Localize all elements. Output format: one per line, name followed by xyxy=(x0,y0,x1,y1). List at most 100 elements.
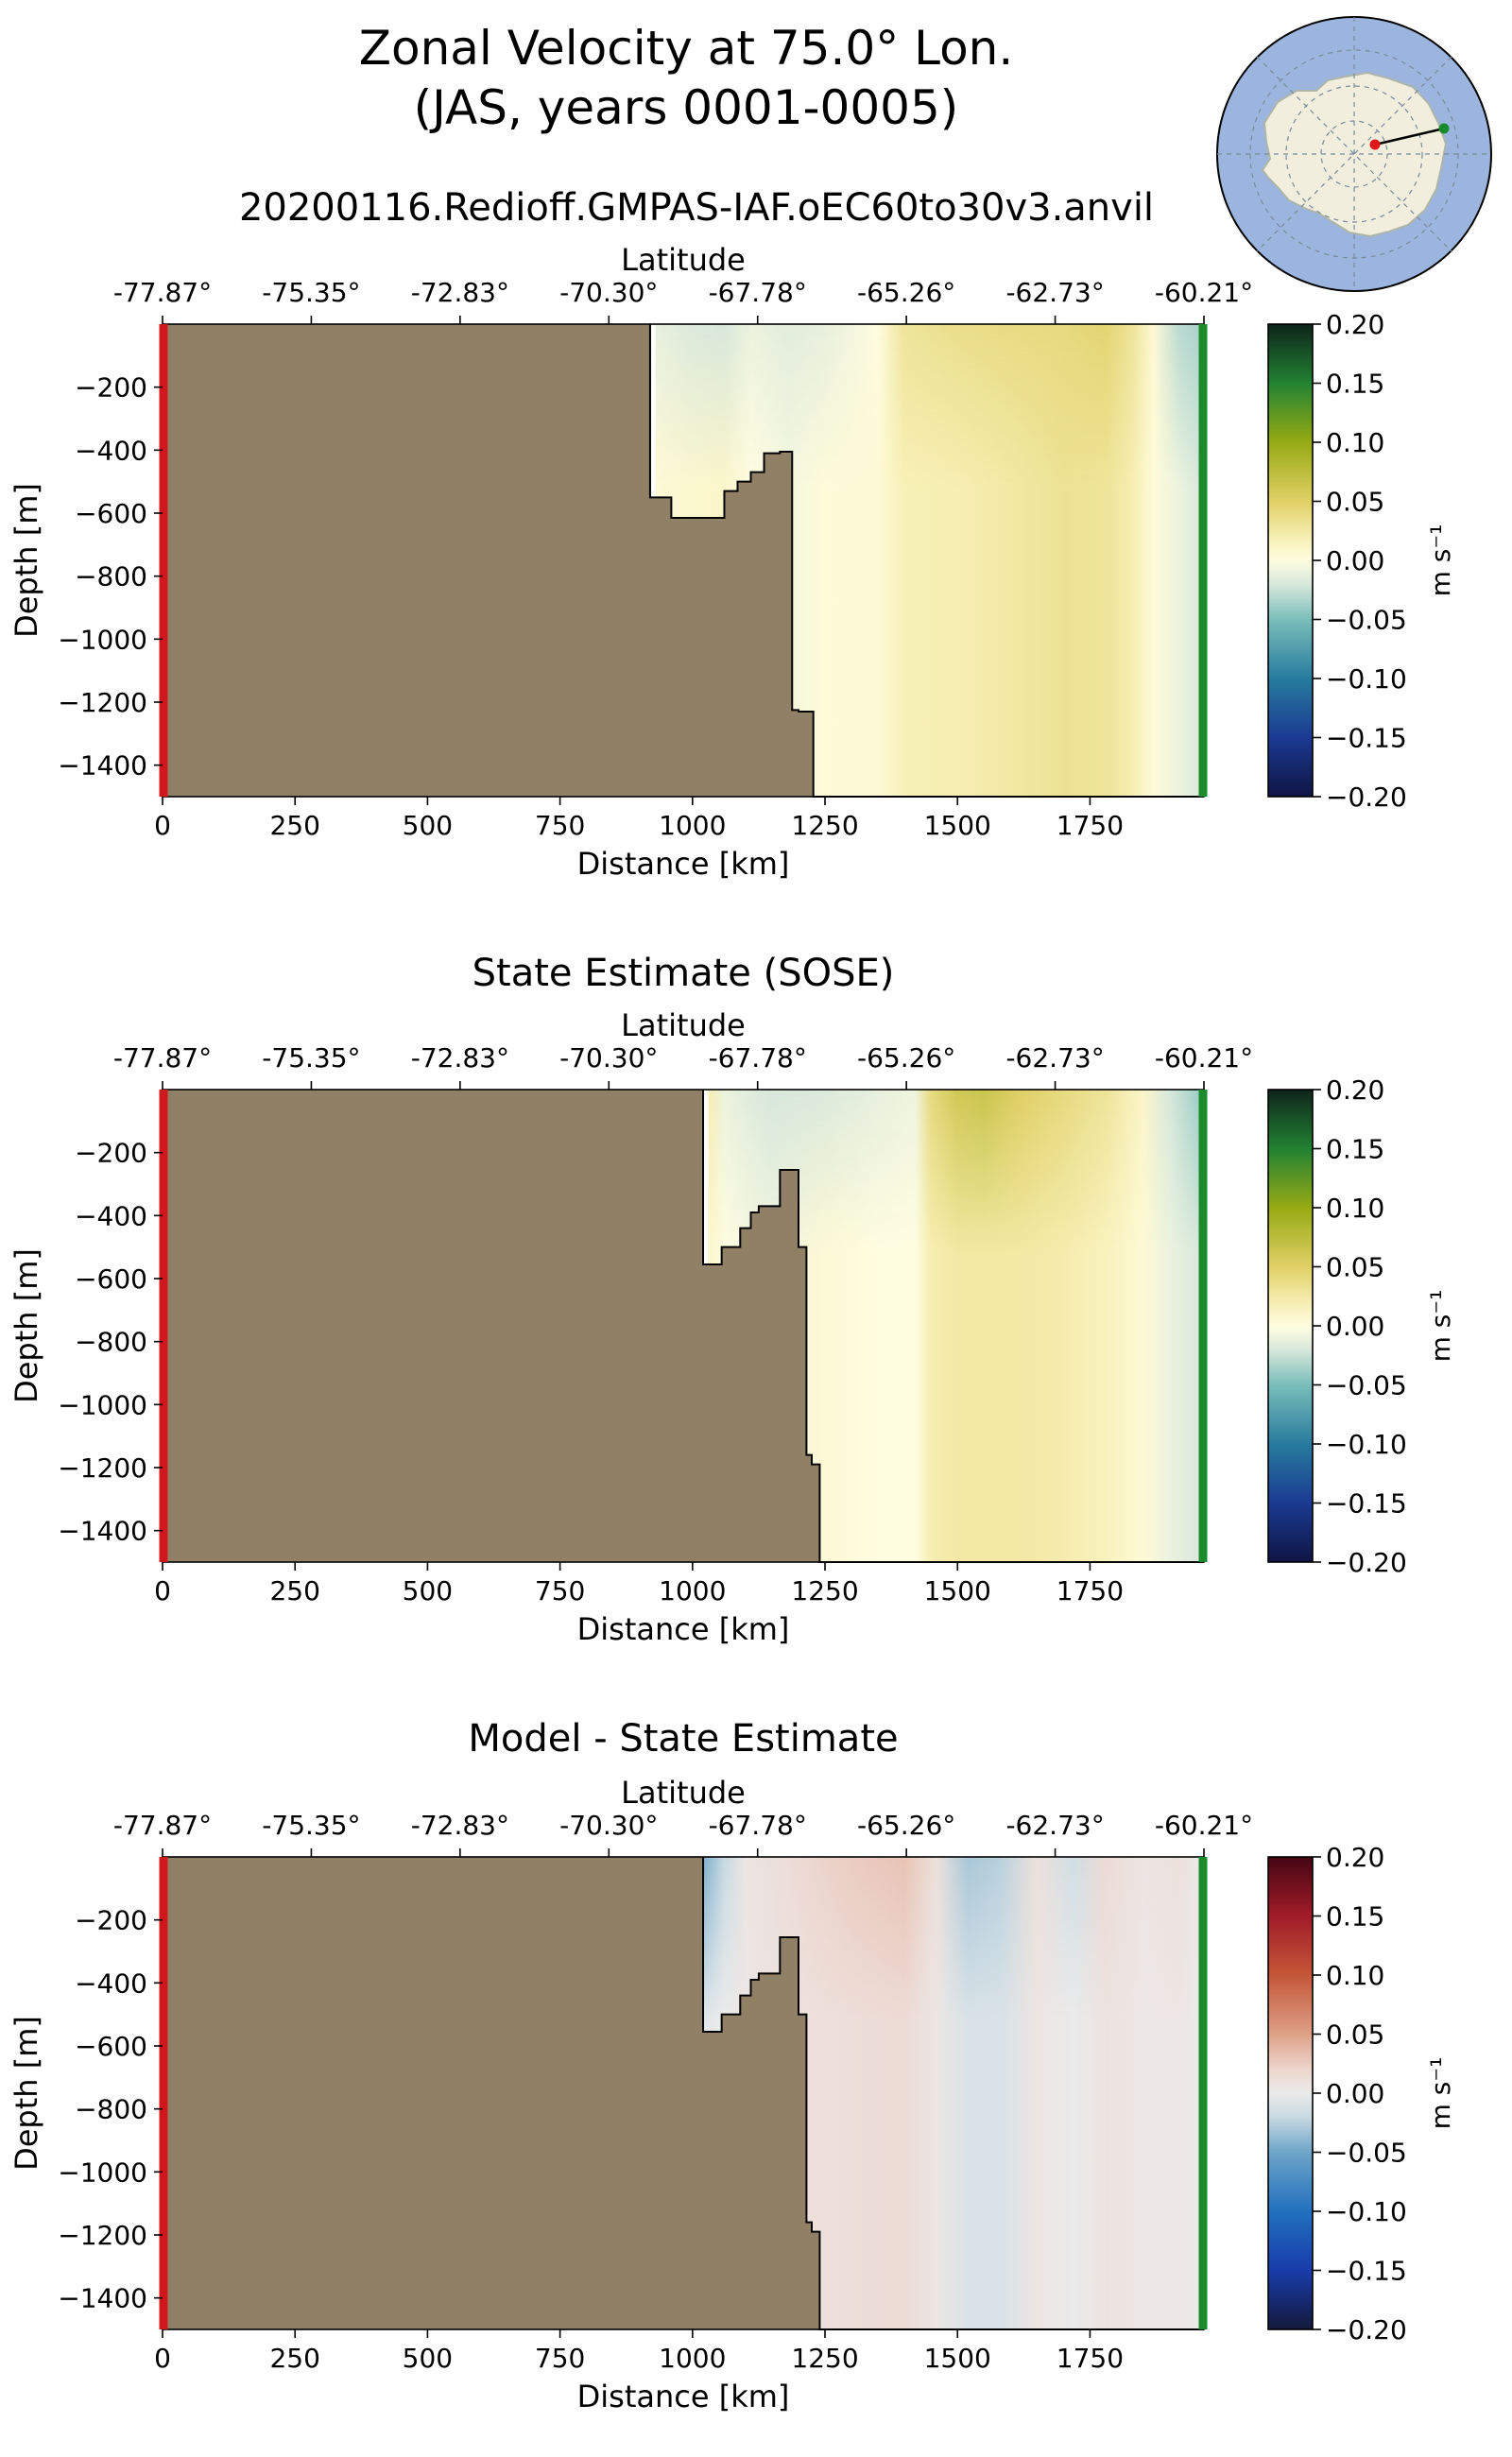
x-tick-label: 1500 xyxy=(924,1575,991,1606)
x-tick-label: 1500 xyxy=(924,2343,991,2374)
colorbar-label: m s⁻¹ xyxy=(1425,524,1456,597)
latitude-tick-label: -65.26° xyxy=(857,1042,955,1074)
map-graticule xyxy=(1217,17,1491,291)
colorbar-tick-label: 0.00 xyxy=(1326,1311,1384,1342)
latitude-tick-label: -77.87° xyxy=(113,1810,212,1841)
colorbar-tick-label: 0.05 xyxy=(1326,487,1384,518)
x-tick-label: 1750 xyxy=(1057,810,1124,841)
colorbar-tick-label: 0.20 xyxy=(1326,309,1384,340)
colorbar-tick-label: −0.20 xyxy=(1326,2314,1407,2345)
top-axis-label: Latitude xyxy=(621,1775,746,1811)
colorbar-tick-label: −0.10 xyxy=(1326,2196,1407,2227)
colorbar-tick-label: 0.00 xyxy=(1326,545,1384,576)
latitude-tick-label: -67.78° xyxy=(709,1810,807,1841)
y-tick-label: −1400 xyxy=(58,1516,147,1547)
colorbar-tick-label: 0.00 xyxy=(1326,2078,1384,2109)
latitude-tick-label: -72.83° xyxy=(411,1042,509,1074)
x-tick-label: 0 xyxy=(154,810,171,841)
latitude-tick-label: -67.78° xyxy=(709,1042,807,1074)
top-axis-label: Latitude xyxy=(621,1007,746,1043)
y-axis-label: Depth [m] xyxy=(9,483,44,638)
inset-map xyxy=(1216,16,1492,292)
x-tick-label: 1250 xyxy=(791,2343,858,2374)
colorbar-tick-label: 0.10 xyxy=(1326,1193,1384,1224)
y-tick-label: −200 xyxy=(75,1905,147,1936)
y-tick-label: −800 xyxy=(75,561,147,593)
latitude-tick-label: -77.87° xyxy=(113,277,212,308)
y-tick-label: −1200 xyxy=(58,687,147,718)
x-tick-label: 1750 xyxy=(1057,1575,1124,1606)
latitude-tick-label: -72.83° xyxy=(411,277,509,308)
x-tick-label: 250 xyxy=(269,1575,319,1606)
x-tick-label: 0 xyxy=(154,1575,171,1606)
x-tick-label: 1500 xyxy=(924,810,991,841)
y-tick-label: −1000 xyxy=(58,1389,147,1420)
colorbar-tick-label: −0.20 xyxy=(1326,782,1407,813)
latitude-tick-label: -72.83° xyxy=(411,1810,509,1841)
latitude-tick-label: -60.21° xyxy=(1155,277,1253,308)
panel-2: State Estimate (SOSE) 0 250 500 750 1000 1250 1… xyxy=(9,952,1456,1647)
colorbar-tick-label: −0.20 xyxy=(1326,1547,1407,1578)
colorbar-tick-label: −0.10 xyxy=(1326,663,1407,695)
bathymetry-outline xyxy=(648,324,1204,798)
colorbar xyxy=(1267,1089,1314,1563)
section-end-marker xyxy=(1438,123,1450,134)
colorbar-tick-label: 0.10 xyxy=(1326,427,1384,458)
colorbar-tick-label: 0.15 xyxy=(1326,1134,1384,1165)
figure-title-line1: Zonal Velocity at 75.0° Lon. xyxy=(359,21,1014,76)
x-tick-label: 750 xyxy=(535,2343,585,2374)
y-tick-label: −200 xyxy=(75,1138,147,1169)
colorbar-tick-label: 0.05 xyxy=(1326,2019,1384,2051)
y-tick-label: −1000 xyxy=(58,624,147,655)
latitude-tick-label: -62.73° xyxy=(1005,1810,1104,1841)
colorbar-label: m s⁻¹ xyxy=(1425,1290,1456,1363)
latitude-tick-label: -75.35° xyxy=(262,277,360,308)
y-axis-label: Depth [m] xyxy=(9,2016,44,2171)
colorbar-tick-label: −0.05 xyxy=(1326,2138,1407,2169)
x-axis-label: Distance [km] xyxy=(577,1611,790,1647)
y-axis-label: Depth [m] xyxy=(9,1248,44,1403)
bathymetry-land xyxy=(163,1857,1204,2329)
section-start-marker xyxy=(1369,139,1381,150)
colorbar-tick-label: 0.15 xyxy=(1326,1901,1384,1933)
colorbar-tick-label: 0.05 xyxy=(1326,1252,1384,1283)
latitude-tick-label: -77.87° xyxy=(113,1042,212,1074)
y-tick-label: −800 xyxy=(75,1327,147,1358)
colorbar-tick-label: 0.20 xyxy=(1326,1842,1384,1873)
latitude-tick-label: -60.21° xyxy=(1155,1810,1253,1841)
latitude-tick-label: -70.30° xyxy=(559,1810,658,1841)
x-tick-label: 1750 xyxy=(1057,2343,1124,2374)
latitude-tick-label: -67.78° xyxy=(709,277,807,308)
colorbar-tick-label: −0.15 xyxy=(1326,723,1407,754)
x-axis-label: Distance [km] xyxy=(577,2379,790,2414)
x-tick-label: 250 xyxy=(269,2343,319,2374)
x-axis-label: Distance [km] xyxy=(577,846,790,882)
latitude-tick-label: -62.73° xyxy=(1005,277,1104,308)
latitude-tick-label: -62.73° xyxy=(1005,1042,1104,1074)
x-tick-label: 1000 xyxy=(659,2343,726,2374)
y-tick-label: −600 xyxy=(75,1263,147,1295)
y-tick-label: −1200 xyxy=(58,1452,147,1484)
x-tick-label: 1250 xyxy=(791,810,858,841)
y-tick-label: −200 xyxy=(75,372,147,404)
x-tick-label: 1250 xyxy=(791,1575,858,1606)
y-tick-label: −1400 xyxy=(58,2283,147,2314)
y-tick-label: −600 xyxy=(75,498,147,529)
y-tick-label: −400 xyxy=(75,1200,147,1231)
x-tick-label: 0 xyxy=(154,2343,171,2374)
bathymetry-outline xyxy=(702,1857,1204,2330)
y-tick-label: −600 xyxy=(75,2031,147,2062)
x-tick-label: 500 xyxy=(403,810,453,841)
colorbar xyxy=(1267,323,1314,798)
latitude-tick-label: -70.30° xyxy=(559,277,658,308)
run-name: 20200116.Redioff.GMPAS-IAF.oEC60to30v3.a… xyxy=(239,186,1154,230)
panel-1: 0 250 500 750 1000 1250 1500 1750 Distance [km] −… xyxy=(9,242,1456,882)
bathymetry-land xyxy=(163,324,1204,797)
x-tick-label: 1000 xyxy=(659,810,726,841)
colorbar xyxy=(1267,1856,1314,2330)
colorbar-label: m s⁻¹ xyxy=(1425,2057,1456,2130)
colorbar-tick-label: −0.05 xyxy=(1326,1370,1407,1401)
panel-title: State Estimate (SOSE) xyxy=(472,952,895,995)
latitude-tick-label: -60.21° xyxy=(1155,1042,1253,1074)
colorbar-tick-label: 0.10 xyxy=(1326,1960,1384,1991)
